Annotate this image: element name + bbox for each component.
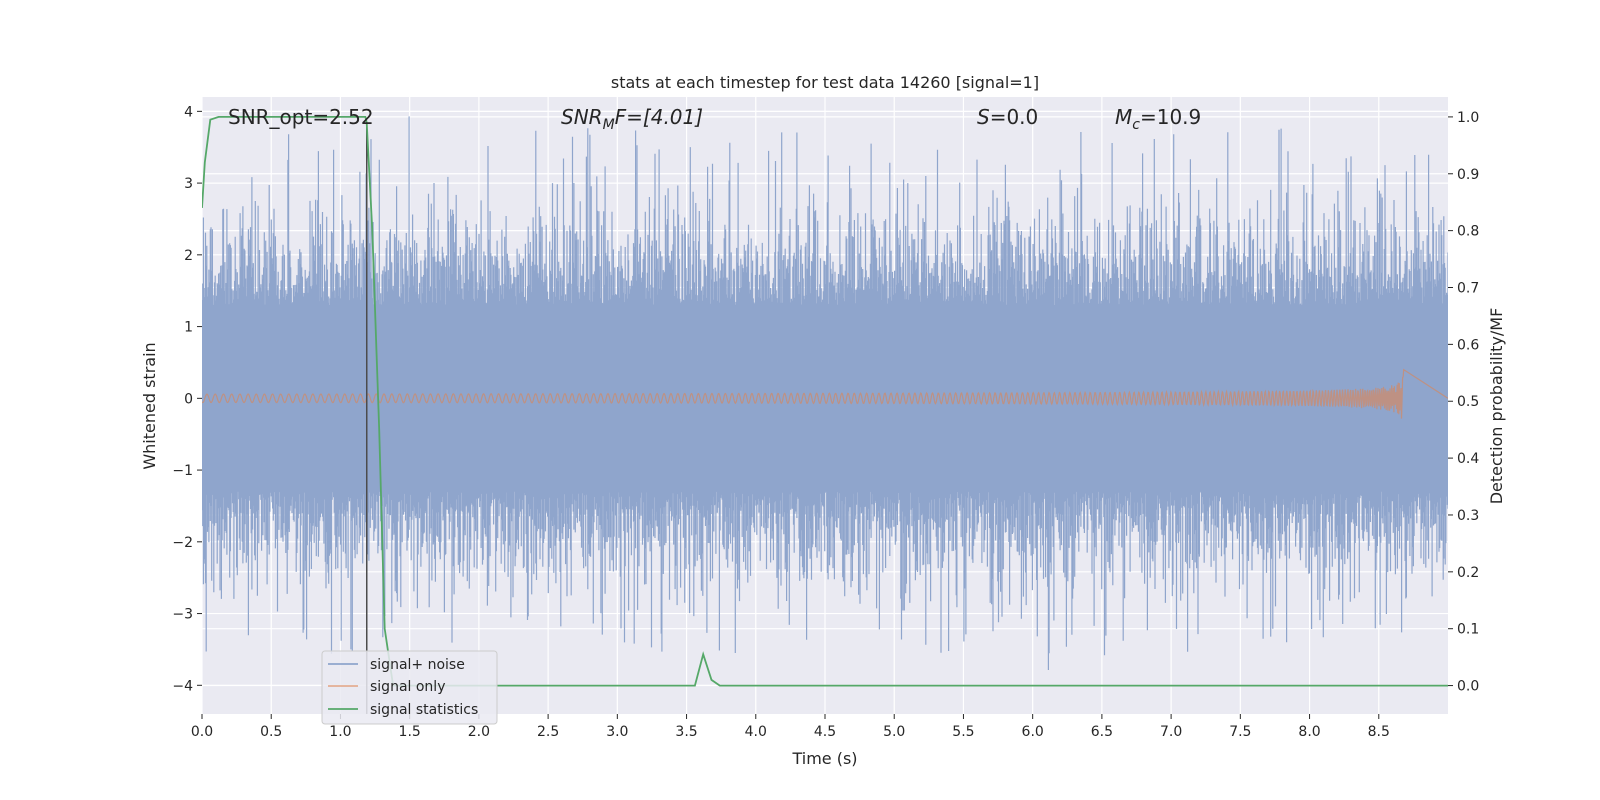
y-right-tick-label: 0.1: [1457, 622, 1479, 638]
x-tick-label: 4.5: [814, 724, 836, 740]
legend-label-signal-only: signal only: [370, 679, 445, 695]
annotation-mc: Mc=10.9: [1115, 105, 1201, 133]
y-axis-right: 1.0 0.9 0.8 0.7 0.6 0.5 0.4 0.3 0.2 0.1 0.0: [1448, 110, 1479, 695]
series-signal-only: [202, 368, 1448, 419]
y-left-tick-label: −1: [172, 463, 193, 479]
y-left-tick-label: −3: [172, 607, 193, 623]
legend-label-signal-noise: signal+ noise: [370, 657, 465, 673]
y-right-tick-label: 0.4: [1457, 451, 1479, 467]
mc-rest: =10.9: [1140, 105, 1201, 129]
x-tick-label: 1.5: [399, 724, 421, 740]
s-rest: =0.0: [990, 105, 1039, 129]
y-right-tick-label: 0.6: [1457, 337, 1479, 353]
y-right-tick-label: 0.9: [1457, 167, 1479, 183]
y-axis-left-label: Whitened strain: [140, 342, 159, 469]
y-left-tick-label: 0: [184, 391, 193, 407]
x-tick-label: 3.0: [606, 724, 628, 740]
x-tick-label: 6.0: [1022, 724, 1044, 740]
y-right-tick-label: 0.0: [1457, 679, 1479, 695]
x-tick-label: 2.5: [537, 724, 559, 740]
x-axis-label: Time (s): [791, 749, 857, 768]
s-symbol: S: [977, 105, 990, 129]
x-tick-label: 3.5: [675, 724, 697, 740]
y-right-tick-label: 0.8: [1457, 224, 1479, 240]
x-tick-label: 5.5: [952, 724, 974, 740]
y-right-tick-label: 0.7: [1457, 281, 1479, 297]
y-right-tick-label: 0.2: [1457, 565, 1479, 581]
snr-mf-symbol: SNR: [561, 105, 603, 129]
y-left-tick-label: 2: [184, 248, 193, 264]
x-tick-label: 0.5: [260, 724, 282, 740]
y-axis-left: 4 3 2 1 0 −1 −2 −3 −4: [172, 104, 202, 694]
annotation-s: S=0.0: [977, 105, 1038, 129]
legend-box: [321, 650, 498, 725]
x-tick-label: 1.0: [329, 724, 351, 740]
y-left-tick-label: 3: [184, 176, 193, 192]
y-axis-right-label: Detection probability/MF: [1487, 308, 1506, 505]
snr-mf-subscript: M: [603, 117, 615, 133]
series-signal-noise: [202, 116, 1448, 670]
y-left-tick-label: 1: [184, 320, 193, 336]
x-axis: 0.0 0.5 1.0 1.5 2.0 2.5 3.0 3.5 4.0 4.5 5.0 5.5 6.0 6…: [191, 714, 1390, 740]
mc-symbol: M: [1115, 105, 1132, 129]
y-left-tick-label: −4: [172, 678, 193, 694]
legend: signal+ noise signal only signal statist…: [321, 650, 498, 725]
legend-label-signal-statistics: signal statistics: [370, 702, 478, 718]
x-tick-label: 4.0: [745, 724, 767, 740]
y-left-tick-label: 4: [184, 104, 193, 120]
x-tick-label: 8.5: [1368, 724, 1390, 740]
x-tick-label: 5.0: [883, 724, 905, 740]
x-tick-label: 7.0: [1160, 724, 1182, 740]
x-tick-label: 8.0: [1298, 724, 1320, 740]
snr-mf-rest: F=[4.01]: [615, 105, 703, 129]
x-tick-label: 6.5: [1091, 724, 1113, 740]
x-tick-label: 7.5: [1229, 724, 1251, 740]
annotation-snr-mf: SNRMF=[4.01]: [561, 105, 703, 133]
y-right-tick-label: 0.3: [1457, 508, 1479, 524]
y-right-tick-label: 1.0: [1457, 110, 1479, 126]
annotation-snr-opt: SNR_opt=2.52: [228, 105, 374, 129]
signal-only-line: [202, 368, 1448, 419]
mc-subscript: c: [1132, 117, 1140, 133]
x-tick-label: 2.0: [468, 724, 490, 740]
y-right-tick-label: 0.5: [1457, 394, 1479, 410]
chart-title: stats at each timestep for test data 142…: [611, 73, 1039, 92]
signal-noise-line: [202, 116, 1448, 670]
x-tick-label: 0.0: [191, 724, 213, 740]
y-left-tick-label: −2: [172, 535, 193, 551]
